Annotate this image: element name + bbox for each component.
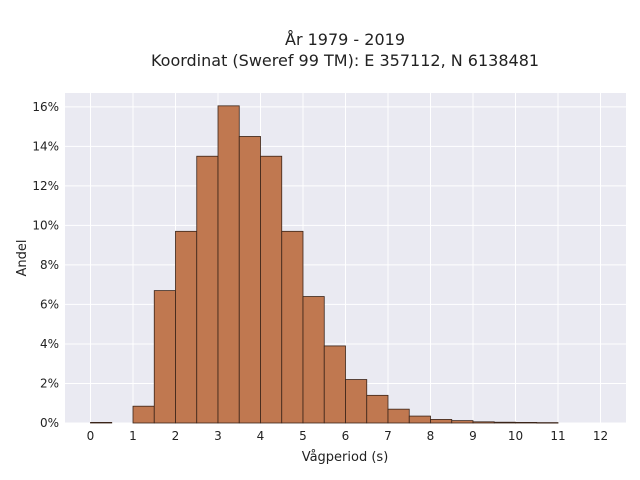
bar-5 bbox=[217, 105, 240, 424]
chart-title-line2: Koordinat (Sweref 99 TM): E 357112, N 61… bbox=[151, 51, 539, 70]
bar-8 bbox=[281, 230, 304, 424]
x-tick-label-0: 0 bbox=[87, 429, 95, 443]
y-tick-label-4: 8% bbox=[40, 258, 59, 272]
x-tick-label-12: 12 bbox=[593, 429, 608, 443]
y-axis-ticks: 0% 2% 4% 6% 8% 10% 12% 14% 16% bbox=[32, 100, 59, 430]
y-tick-label-0: 0% bbox=[40, 416, 59, 430]
bar-12 bbox=[366, 394, 389, 424]
x-tick-label-7: 7 bbox=[384, 429, 392, 443]
y-tick-label-8: 16% bbox=[32, 100, 59, 114]
y-tick-label-5: 10% bbox=[32, 218, 59, 232]
bar-17 bbox=[472, 421, 495, 424]
x-tick-label-5: 5 bbox=[299, 429, 307, 443]
bar-14 bbox=[408, 415, 431, 424]
x-tick-label-1: 1 bbox=[129, 429, 137, 443]
bar-15 bbox=[430, 419, 453, 424]
x-tick-label-11: 11 bbox=[550, 429, 565, 443]
y-tick-label-7: 14% bbox=[32, 139, 59, 153]
x-tick-label-9: 9 bbox=[469, 429, 477, 443]
bar-20 bbox=[536, 422, 559, 424]
x-axis-ticks: 0 1 2 3 4 5 6 7 8 9 10 11 12 bbox=[87, 429, 608, 443]
y-tick-label-3: 6% bbox=[40, 297, 59, 311]
bar-7 bbox=[260, 155, 283, 424]
x-tick-label-8: 8 bbox=[427, 429, 435, 443]
bar-4 bbox=[196, 155, 219, 424]
x-tick-label-4: 4 bbox=[257, 429, 265, 443]
bar-9 bbox=[302, 296, 325, 424]
x-tick-label-3: 3 bbox=[214, 429, 222, 443]
bar-11 bbox=[345, 379, 368, 424]
chart-title-line1: År 1979 - 2019 bbox=[285, 30, 405, 49]
x-tick-label-10: 10 bbox=[508, 429, 523, 443]
bar-16 bbox=[451, 420, 474, 424]
bar-2 bbox=[153, 290, 176, 424]
bar-3 bbox=[175, 230, 198, 424]
x-tick-label-2: 2 bbox=[172, 429, 180, 443]
bar-18 bbox=[493, 421, 516, 424]
y-tick-label-1: 2% bbox=[40, 376, 59, 390]
bars bbox=[90, 105, 559, 424]
bar-6 bbox=[238, 136, 261, 424]
y-tick-label-6: 12% bbox=[32, 179, 59, 193]
bar-0 bbox=[90, 422, 113, 424]
y-tick-label-2: 4% bbox=[40, 337, 59, 351]
bar-1 bbox=[132, 405, 155, 424]
bar-19 bbox=[515, 422, 538, 424]
bar-13 bbox=[387, 408, 410, 424]
bar-10 bbox=[323, 345, 346, 424]
y-axis-label: Andel bbox=[15, 240, 30, 277]
x-tick-label-6: 6 bbox=[342, 429, 350, 443]
x-axis-label: Vågperiod (s) bbox=[302, 450, 389, 465]
